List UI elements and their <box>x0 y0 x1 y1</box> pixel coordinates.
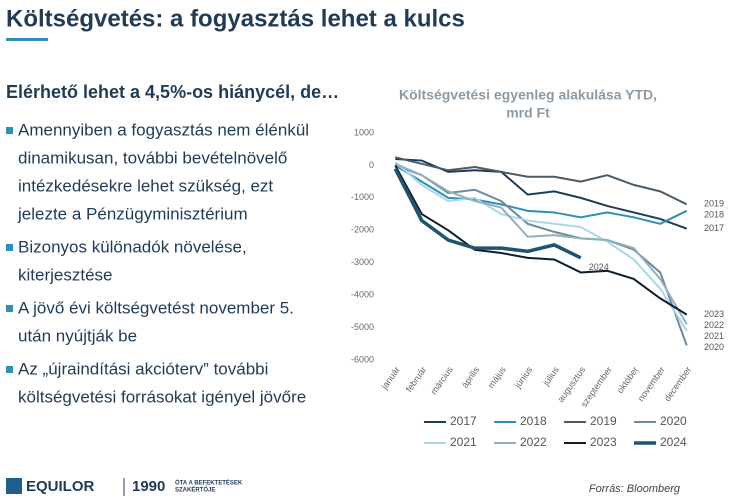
x-tick-label: július <box>540 364 561 388</box>
end-label: 2022 <box>704 320 724 330</box>
logo-tagline: SZAKÉRTŐJE <box>175 486 215 494</box>
series-line <box>394 161 688 332</box>
end-label: 2019 <box>704 199 724 209</box>
end-label: 2017 <box>704 223 724 233</box>
series-line <box>394 164 688 316</box>
logo-year: 1990 <box>132 478 165 495</box>
bullet-text: kiterjesztése <box>18 265 112 284</box>
slide-title: Költségvetés: a fogyasztás lehet a kulcs <box>6 5 465 32</box>
y-tick-label: -5000 <box>351 322 374 332</box>
logo-tagline: ÓTA A BEFEKTETÉSEK <box>175 479 243 487</box>
series-line <box>395 157 688 230</box>
end-label: 2018 <box>704 210 724 220</box>
y-tick-label: -4000 <box>351 290 374 300</box>
legend-label: 2022 <box>520 435 547 449</box>
x-tick-label: június <box>512 364 535 390</box>
legend-label: 2017 <box>450 414 477 428</box>
bullet-marker <box>6 244 13 251</box>
bullet-marker <box>6 305 13 312</box>
x-tick-label: március <box>429 364 456 396</box>
legend-label: 2024 <box>660 435 687 449</box>
bullet-text: intézkedésekre lehet szükség, ezt <box>18 176 273 195</box>
logo-icon <box>6 478 22 494</box>
x-tick-label: október <box>615 365 640 395</box>
logo-text: EQUILOR <box>26 478 95 495</box>
y-tick-label: -2000 <box>351 225 374 235</box>
series-line <box>394 164 688 225</box>
bullet-text: dinamikusan, további bevételnövelő <box>18 148 287 167</box>
bullet-text: jelezte a Pénzügyminisztérium <box>17 204 248 223</box>
bullet-text: költségvetési forrásokat igényel jövőre <box>18 387 306 406</box>
bullet-marker <box>6 127 13 134</box>
series-line <box>393 167 582 260</box>
bullet-text: Bizonyos különadók növelése, <box>18 237 247 256</box>
x-tick-label: december <box>662 365 693 404</box>
bullet-text: Az „újraindítási akcióterv” további <box>18 359 268 378</box>
legend-label: 2019 <box>590 414 617 428</box>
logo: EQUILOR 1990 ÓTA A BEFEKTETÉSEK SZAKÉRTŐ… <box>6 478 243 496</box>
x-tick-label: január <box>379 365 402 392</box>
y-tick-label: -3000 <box>351 257 374 267</box>
chart-title: mrd Ft <box>506 105 550 121</box>
legend-label: 2020 <box>660 414 687 428</box>
title-underline <box>6 38 48 41</box>
end-label: 2020 <box>704 342 724 352</box>
x-tick-label: május <box>486 364 508 390</box>
y-tick-label: 0 <box>369 160 374 170</box>
y-tick-label: -1000 <box>351 192 374 202</box>
series-line <box>394 162 688 325</box>
chart-title: Költségvetési egyenleg alakulása YTD, <box>399 87 657 103</box>
y-tick-label: 1000 <box>354 127 374 137</box>
x-tick-label: február <box>404 365 429 394</box>
y-tick-label: -6000 <box>351 354 374 364</box>
end-label: 2024 <box>589 262 609 272</box>
bullet-text: után nyújtják be <box>18 326 137 345</box>
x-tick-label: április <box>460 364 482 389</box>
source: Forrás: Bloomberg <box>589 483 681 495</box>
bullet-marker <box>6 366 13 373</box>
bullet-text: Amennyiben a fogyasztás nem élénkül <box>18 120 309 139</box>
legend-label: 2021 <box>450 435 477 449</box>
end-label: 2021 <box>704 331 724 341</box>
bullet-text: A jövő évi költségvetést november 5. <box>18 298 294 317</box>
legend-label: 2023 <box>590 435 617 449</box>
series-line <box>395 156 688 206</box>
end-label: 2023 <box>704 309 724 319</box>
chart: -6000 -5000 -4000 -3000 -2000 -1000 0 1000 januá… <box>351 127 724 449</box>
subtitle: Elérhető lehet a 4,5%-os hiánycél, de… <box>6 82 339 102</box>
bullet-list: Amennyiben a fogyasztás nem élénkül dinam… <box>6 120 309 406</box>
legend-label: 2018 <box>520 414 547 428</box>
